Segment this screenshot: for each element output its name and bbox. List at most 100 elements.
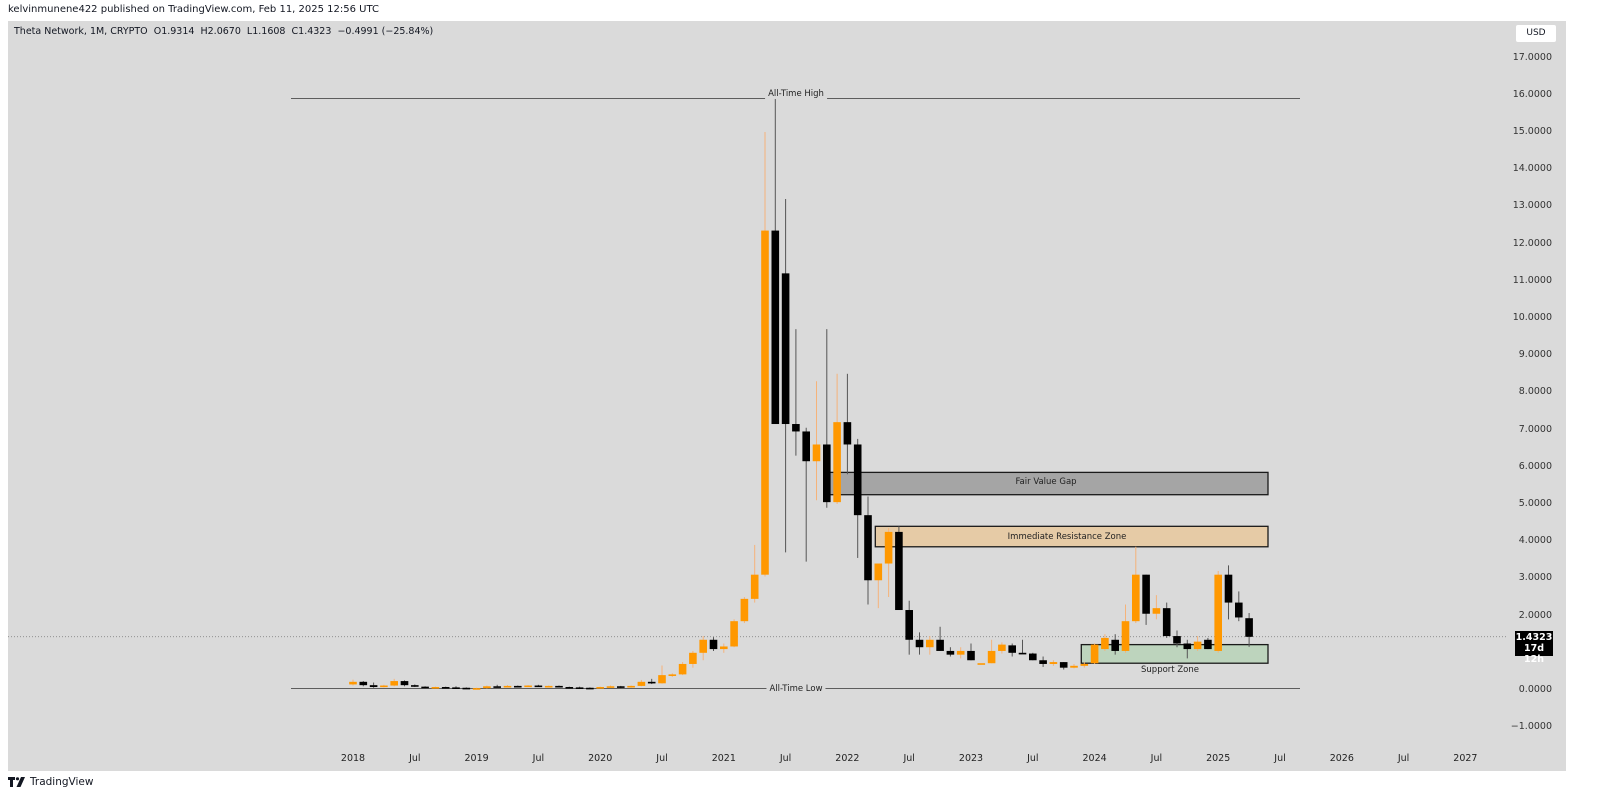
price-tick: 12.0000: [1512, 237, 1552, 249]
legend-low: L1.1608: [246, 26, 286, 37]
candle-body: [843, 422, 852, 445]
price-tick: 8.0000: [1518, 386, 1552, 398]
candle-body: [1070, 665, 1078, 668]
candle-body: [1132, 574, 1140, 622]
candle-body: [1008, 645, 1016, 653]
candle-body: [792, 424, 800, 432]
time-tick: Jul: [903, 753, 915, 764]
candle-body: [1224, 574, 1233, 603]
candle-body: [730, 621, 738, 647]
candle-body: [1245, 618, 1253, 637]
candle-body: [1204, 639, 1212, 650]
time-tick: Jul: [779, 753, 792, 764]
time-tick: Jul: [1397, 753, 1410, 764]
candle-body: [905, 610, 913, 640]
zone-support-zone: [1080, 643, 1269, 664]
candle-body: [771, 230, 780, 425]
candle-body: [575, 687, 584, 689]
time-tick: 2019: [464, 753, 489, 764]
price-tick: 15.0000: [1512, 126, 1552, 137]
price-tick: 0.0000: [1518, 684, 1552, 695]
candle-body: [1235, 602, 1243, 618]
candle-body: [1142, 574, 1150, 614]
candle-body: [1080, 663, 1089, 666]
candle-body: [596, 687, 604, 689]
candle-body: [1090, 644, 1099, 664]
candle-body: [936, 639, 944, 651]
all-time-low-label: All-Time Low: [766, 684, 826, 694]
all-time-high-label: All-Time High: [765, 89, 827, 99]
time-tick: 2024: [1082, 753, 1107, 764]
candle-body: [452, 687, 460, 689]
time-tick: Jul: [409, 753, 421, 764]
resistance-zone-label: Immediate Resistance Zone: [1007, 532, 1127, 542]
candle-body: [946, 650, 955, 655]
candle-body: [781, 273, 790, 425]
currency-button[interactable]: USD: [1516, 25, 1556, 42]
candle-body: [668, 674, 677, 676]
candle-body: [606, 686, 615, 688]
candle-body: [658, 675, 666, 684]
candle-body: [380, 685, 388, 688]
time-tick: 2025: [1206, 753, 1231, 764]
candle-body: [493, 686, 501, 688]
tradingview-logo[interactable]: TradingView: [8, 776, 93, 788]
candle-body: [544, 685, 553, 688]
candle-body: [1152, 608, 1161, 614]
candle-body: [874, 563, 883, 581]
price-tick: 3.0000: [1518, 572, 1552, 584]
candle-body: [555, 685, 563, 688]
candle-body: [1111, 639, 1119, 651]
candle-body: [802, 431, 810, 462]
price-tick: 7.0000: [1518, 423, 1552, 435]
symbol-legend: Theta Network, 1M, CRYPTO O1.9314 H2.067…: [14, 26, 433, 37]
candle-body: [503, 685, 512, 688]
support-zone-label: Support Zone: [1141, 665, 1199, 675]
price-tick: 6.0000: [1518, 460, 1552, 472]
candle-body: [565, 687, 574, 689]
candle-body: [740, 598, 749, 622]
candle-body: [421, 686, 429, 689]
candle-body: [1039, 660, 1047, 664]
candle-body: [823, 444, 831, 503]
candle-body: [647, 681, 656, 684]
candle-body: [720, 646, 728, 650]
bar-countdown: 17d 12h: [1523, 643, 1545, 665]
candle-body: [369, 685, 378, 688]
price-tick: 14.0000: [1512, 163, 1552, 175]
candle-body: [915, 639, 924, 648]
candle-body: [1049, 662, 1058, 664]
time-tick: 2027: [1453, 753, 1478, 764]
price-tick: 2.0000: [1518, 609, 1552, 621]
price-tick: 5.0000: [1518, 498, 1552, 509]
candle-body: [956, 650, 965, 655]
candle-body: [853, 444, 862, 516]
time-tick: Jul: [656, 753, 668, 764]
candle-body: [462, 687, 471, 690]
candle-body: [1029, 653, 1037, 661]
tradingview-logo-icon: [8, 777, 25, 787]
candle-body: [1173, 636, 1181, 644]
candle-body: [926, 639, 934, 648]
price-tick: −1.0000: [1510, 721, 1552, 733]
time-tick: 2018: [340, 753, 366, 764]
price-tick: 13.0000: [1512, 200, 1552, 212]
candle-body: [750, 574, 759, 599]
candle-body: [998, 644, 1006, 651]
legend-change: −0.4991 (−25.84%): [337, 26, 434, 37]
fair-value-gap-label: Fair Value Gap: [1015, 477, 1077, 487]
time-tick: Jul: [1027, 753, 1039, 764]
time-tick: 2026: [1329, 753, 1354, 764]
legend-high: H2.0670: [200, 26, 241, 37]
candle-body: [627, 685, 635, 688]
candle-body: [617, 686, 625, 688]
candle-body: [895, 531, 903, 611]
candle-body: [1018, 652, 1027, 655]
time-tick: 2023: [958, 753, 984, 764]
price-tick: 11.0000: [1512, 274, 1552, 286]
legend-open: O1.9314: [153, 26, 195, 37]
candle-body: [400, 681, 409, 686]
price-tick: 17.0000: [1512, 51, 1552, 63]
candle-body: [1162, 608, 1171, 637]
